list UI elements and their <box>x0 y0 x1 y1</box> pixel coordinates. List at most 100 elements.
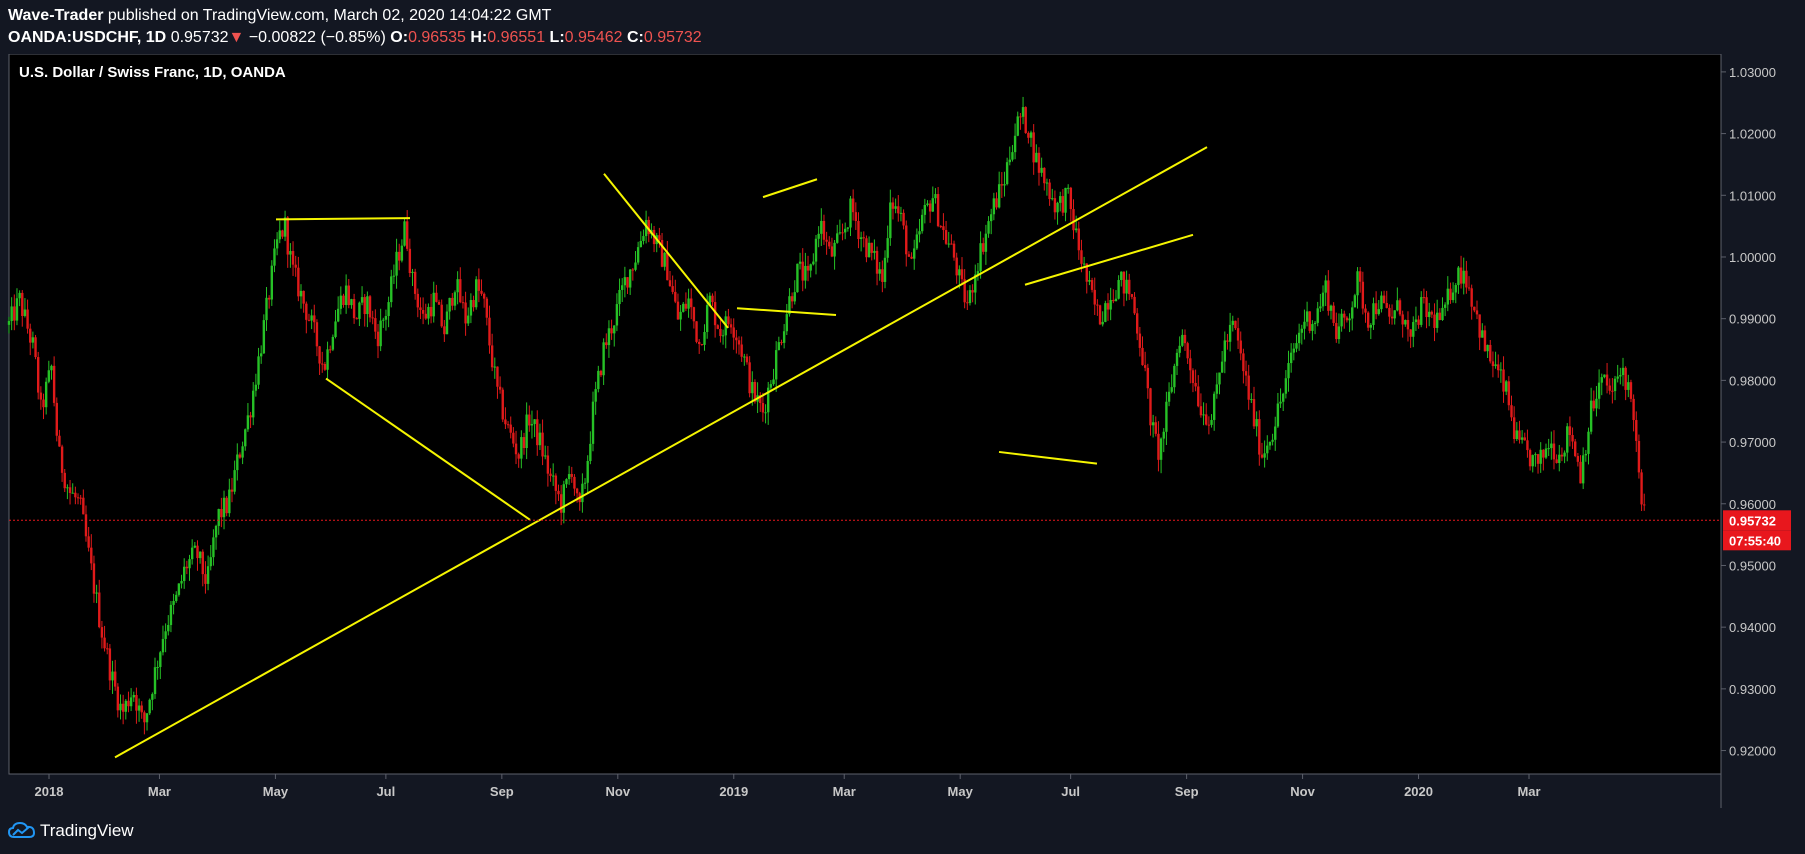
candle-body <box>1637 440 1641 473</box>
candle-body <box>175 594 178 601</box>
candle-body <box>1125 279 1128 294</box>
candle-body <box>427 306 430 319</box>
time-axis[interactable]: 2018 Mar May Jul Sep Nov 2019 Mar May Jul Sep Nov 20… <box>35 774 1541 799</box>
candle-body <box>321 363 324 365</box>
candle-body <box>1066 187 1070 189</box>
candle-body <box>836 233 839 243</box>
candle-body <box>220 509 223 518</box>
candle-body <box>939 226 942 228</box>
candle-body <box>419 307 422 311</box>
candle-body <box>1597 382 1601 399</box>
candle-body <box>501 389 504 420</box>
candle-body <box>1258 419 1261 455</box>
candle-body <box>1053 198 1057 213</box>
candle-body <box>947 243 950 245</box>
candle-body <box>1207 424 1211 426</box>
candle-body <box>482 293 486 299</box>
price-axis[interactable]: 1.03000 1.02000 1.01000 1.00000 0.99000 0.980… <box>1721 65 1776 759</box>
candle-body <box>923 204 927 215</box>
trendline[interactable] <box>736 307 837 316</box>
chart-title: U.S. Dollar / Swiss Franc, 1D, OANDA <box>19 64 286 81</box>
candle-body <box>748 362 751 394</box>
candle-body <box>1465 270 1468 288</box>
candle-body <box>849 198 852 228</box>
candle-body <box>1133 296 1136 314</box>
candle-body <box>307 319 311 321</box>
candle-body <box>1361 281 1365 309</box>
candle-body <box>161 638 165 653</box>
candle-body <box>398 251 401 261</box>
candle-body <box>1226 340 1229 342</box>
candle-body <box>159 652 162 668</box>
candle-body <box>958 269 961 276</box>
trendline[interactable] <box>603 173 729 329</box>
author-name[interactable]: Wave-Trader <box>8 7 104 24</box>
candle-body <box>1151 422 1155 426</box>
candle-body <box>1289 352 1293 364</box>
candle-body <box>445 311 449 335</box>
candle-body <box>597 370 600 390</box>
tradingview-logo[interactable]: TradingView <box>8 821 134 841</box>
candle-body <box>1130 294 1134 297</box>
candle-body <box>98 592 101 628</box>
candle-body <box>1220 361 1224 373</box>
trendline[interactable] <box>114 146 1208 759</box>
plot-area[interactable] <box>8 54 1722 775</box>
candle-body <box>1438 312 1442 321</box>
candle-body <box>782 331 786 343</box>
candle-body <box>1276 403 1280 427</box>
candle-body <box>488 317 491 346</box>
candle-body <box>1029 132 1033 138</box>
last-price: 0.95732 <box>170 29 229 46</box>
symbol-label[interactable]: OANDA:USDCHF, 1D <box>8 29 167 46</box>
publish-info: Wave-Trader published on TradingView.com… <box>8 7 551 25</box>
candle-body <box>1536 454 1540 464</box>
candle-body <box>66 487 69 489</box>
candle-body <box>201 551 204 575</box>
candle-body <box>1093 289 1096 305</box>
candle-body <box>806 265 810 271</box>
trendline[interactable] <box>275 217 411 221</box>
candle-body <box>979 243 982 272</box>
candle-body <box>58 435 61 447</box>
trendline[interactable] <box>325 377 531 521</box>
ohlc-bar: OANDA:USDCHF, 1D 0.95732▼ −0.00822 (−0.8… <box>8 29 702 47</box>
candle-body <box>1443 304 1447 308</box>
y-tick-label: 0.95000 <box>1729 558 1776 573</box>
candle-body <box>1308 311 1311 331</box>
candle-body <box>623 277 627 286</box>
candle-body <box>151 694 154 700</box>
candle-body <box>1409 329 1412 337</box>
candle-body <box>1035 152 1038 163</box>
candle-body <box>1263 453 1266 458</box>
trendlines-layer[interactable] <box>114 146 1208 759</box>
trendline[interactable] <box>762 178 818 199</box>
candle-body <box>1104 303 1107 322</box>
candle-body <box>1621 367 1625 375</box>
close-label: C: <box>626 29 644 46</box>
candle-body <box>1088 280 1091 282</box>
trendline[interactable] <box>998 450 1098 465</box>
candle-body <box>1165 401 1168 432</box>
x-tick-label: Jul <box>376 784 395 799</box>
candle-body <box>323 363 327 370</box>
candle-body <box>833 242 836 257</box>
candle-body <box>1494 364 1497 367</box>
candle-body <box>931 198 934 212</box>
candle-body <box>379 320 382 347</box>
candle-body <box>1510 405 1513 418</box>
price-chart[interactable]: U.S. Dollar / Swiss Franc, 1D, OANDA 1.0… <box>0 54 1805 808</box>
candle-body <box>1032 132 1035 163</box>
candle-body <box>594 389 597 402</box>
candle-body <box>1122 271 1126 294</box>
candle-body <box>376 331 380 347</box>
candle-body <box>190 547 194 560</box>
candle-body <box>607 328 611 346</box>
y-tick-label: 0.96000 <box>1729 497 1776 512</box>
trendline[interactable] <box>1024 233 1194 286</box>
candle-body <box>113 671 117 687</box>
candle-body <box>1316 308 1319 323</box>
candle-body <box>265 297 268 321</box>
candle-body <box>950 243 953 245</box>
candle-body <box>313 315 316 323</box>
